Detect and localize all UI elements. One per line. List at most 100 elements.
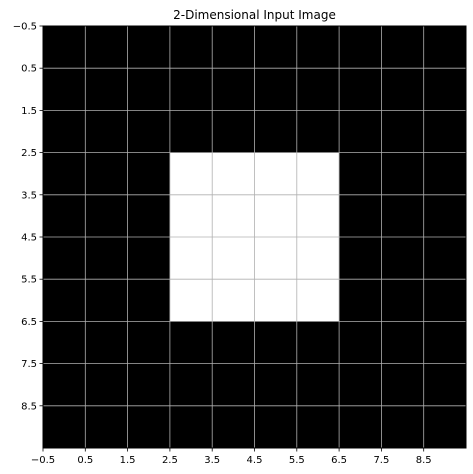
heatmap-cell <box>423 321 467 365</box>
heatmap-cell <box>296 363 340 407</box>
heatmap-cell <box>254 237 298 280</box>
heatmap-cell <box>381 68 425 111</box>
heatmap-cell <box>381 26 425 69</box>
heatmap-cell <box>381 194 425 238</box>
heatmap-cell <box>212 152 255 196</box>
heatmap-cell <box>254 279 298 322</box>
heatmap-cell <box>127 194 171 238</box>
x-tick-label: 0.5 <box>77 455 93 466</box>
heatmap-cell <box>423 194 467 238</box>
heatmap-cell <box>296 152 340 196</box>
x-tick-label: 2.5 <box>162 455 178 466</box>
heatmap-cell <box>381 405 425 449</box>
heatmap-cell <box>296 321 340 365</box>
heatmap-cell <box>254 405 298 449</box>
x-tick-label: 3.5 <box>204 455 220 466</box>
heatmap-cell <box>43 110 86 154</box>
heatmap-cell <box>339 363 382 407</box>
heatmap-cell <box>43 26 86 69</box>
y-tick-label: 3.5 <box>21 190 37 201</box>
heatmap-cell <box>169 194 213 238</box>
x-tick-label: 4.5 <box>247 455 263 466</box>
heatmap-cell <box>85 152 129 196</box>
heatmap-cell <box>212 194 255 238</box>
heatmap-cell <box>254 152 298 196</box>
heatmap-cell <box>169 152 213 196</box>
heatmap-cell <box>127 363 171 407</box>
heatmap-cell <box>254 110 298 154</box>
heatmap-cell <box>85 26 129 69</box>
heatmap-cell <box>169 26 213 69</box>
heatmap-cell <box>254 194 298 238</box>
heatmap-cell <box>212 321 255 365</box>
heatmap-cell <box>339 26 382 69</box>
heatmap-cell <box>85 405 129 449</box>
x-tick-label: 8.5 <box>416 455 432 466</box>
heatmap-cell <box>423 237 467 280</box>
heatmap-cell <box>169 237 213 280</box>
heatmap-cell <box>127 279 171 322</box>
heatmap-cell <box>339 405 382 449</box>
heatmap-cell <box>339 152 382 196</box>
heatmap-cell <box>423 26 467 69</box>
heatmap-cell <box>423 279 467 322</box>
heatmap-cell <box>212 237 255 280</box>
heatmap-cell <box>339 194 382 238</box>
x-tick-label: 5.5 <box>289 455 305 466</box>
heatmap-cell <box>127 237 171 280</box>
heatmap-cell <box>423 405 467 449</box>
heatmap-cell <box>169 363 213 407</box>
heatmap-cell <box>381 110 425 154</box>
heatmap-cell <box>339 279 382 322</box>
heatmap-cell <box>339 237 382 280</box>
heatmap-cell <box>43 405 86 449</box>
heatmap-cell <box>127 68 171 111</box>
heatmap-cell <box>381 279 425 322</box>
heatmap-cell <box>296 237 340 280</box>
heatmap-cell <box>212 110 255 154</box>
heatmap-cell <box>127 110 171 154</box>
heatmap-cell <box>169 405 213 449</box>
heatmap-cell <box>254 26 298 69</box>
heatmap-cell <box>296 68 340 111</box>
y-tick-label: 6.5 <box>21 317 37 328</box>
heatmap-cell <box>296 110 340 154</box>
heatmap-cell <box>423 68 467 111</box>
heatmap-cell <box>254 68 298 111</box>
heatmap-cell <box>339 321 382 365</box>
heatmap-cell <box>127 26 171 69</box>
y-tick-label: 5.5 <box>21 275 37 286</box>
heatmap-cell <box>85 363 129 407</box>
heatmap-cell <box>423 152 467 196</box>
y-axis: −0.5 0.5 1.5 2.5 3.5 4.5 5.5 6.5 7.5 8.5 <box>13 22 43 412</box>
heatmap-cell <box>169 68 213 111</box>
heatmap-cell <box>339 68 382 111</box>
heatmap-cell <box>85 68 129 111</box>
heatmap-cell <box>127 152 171 196</box>
heatmap-cell <box>127 321 171 365</box>
x-tick-label: 7.5 <box>373 455 389 466</box>
heatmap-cell <box>212 363 255 407</box>
heatmap-cell <box>43 68 86 111</box>
heatmap-cell <box>254 363 298 407</box>
heatmap-cell <box>169 110 213 154</box>
y-tick-label: 8.5 <box>21 401 37 412</box>
x-tick-label: −0.5 <box>31 455 55 466</box>
heatmap-cell <box>212 405 255 449</box>
heatmap-cell <box>43 237 86 280</box>
heatmap-cell <box>212 279 255 322</box>
heatmap-cell <box>296 279 340 322</box>
heatmap-cell <box>169 321 213 365</box>
heatmap-cell <box>381 363 425 407</box>
heatmap-cell <box>85 279 129 322</box>
heatmap-cell <box>381 152 425 196</box>
heatmap-cell <box>381 237 425 280</box>
heatmap-cell <box>212 26 255 69</box>
y-tick-label: 0.5 <box>21 64 37 75</box>
x-tick-label: 6.5 <box>331 455 347 466</box>
heatmap-cell <box>85 194 129 238</box>
heatmap-cell <box>85 110 129 154</box>
heatmap-cell <box>85 237 129 280</box>
heatmap-cell <box>43 279 86 322</box>
heatmap-cell <box>296 194 340 238</box>
